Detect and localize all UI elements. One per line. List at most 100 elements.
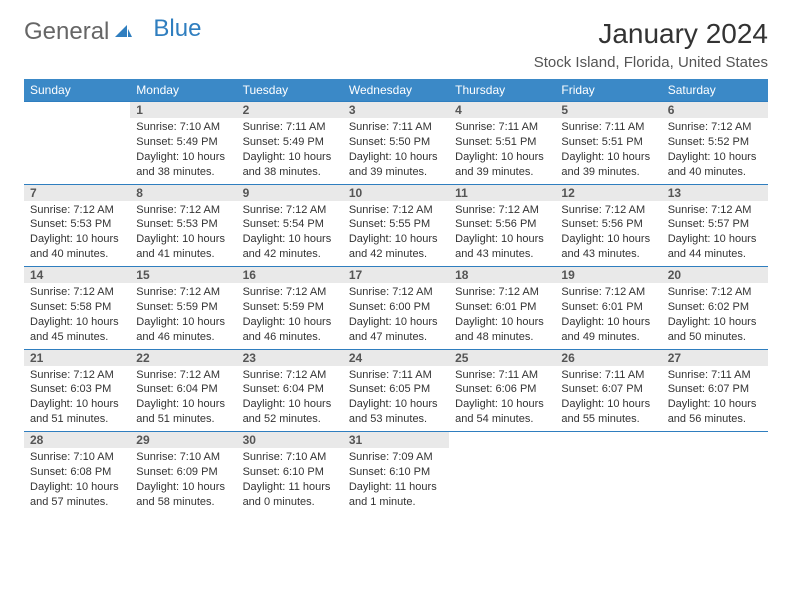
daylight-line: Daylight: 10 hours and 46 minutes. (136, 315, 230, 345)
sunrise-line: Sunrise: 7:12 AM (136, 203, 230, 218)
location-text: Stock Island, Florida, United States (534, 54, 768, 71)
day-number-cell: 16 (237, 267, 343, 284)
sunset-line: Sunset: 6:05 PM (349, 382, 443, 397)
day-data-cell: Sunrise: 7:10 AMSunset: 5:49 PMDaylight:… (130, 118, 236, 184)
daylight-line: Daylight: 10 hours and 58 minutes. (136, 480, 230, 510)
sunrise-line: Sunrise: 7:12 AM (668, 120, 762, 135)
daylight-line: Daylight: 10 hours and 56 minutes. (668, 397, 762, 427)
day-number-cell: 4 (449, 102, 555, 119)
day-number-cell: 29 (130, 432, 236, 449)
day-number-cell: 8 (130, 184, 236, 201)
day-number-cell: 27 (662, 349, 768, 366)
daylight-line: Daylight: 10 hours and 39 minutes. (455, 150, 549, 180)
daylight-line: Daylight: 10 hours and 41 minutes. (136, 232, 230, 262)
sunset-line: Sunset: 6:10 PM (349, 465, 443, 480)
sunset-line: Sunset: 6:07 PM (561, 382, 655, 397)
day-data-cell: Sunrise: 7:12 AMSunset: 5:58 PMDaylight:… (24, 283, 130, 349)
sunset-line: Sunset: 5:52 PM (668, 135, 762, 150)
day-number-cell: 2 (237, 102, 343, 119)
sunset-line: Sunset: 5:57 PM (668, 217, 762, 232)
day-number-cell (662, 432, 768, 449)
day-data-cell: Sunrise: 7:11 AMSunset: 5:49 PMDaylight:… (237, 118, 343, 184)
sunrise-line: Sunrise: 7:12 AM (243, 203, 337, 218)
month-title: January 2024 (534, 18, 768, 50)
day-number-cell: 30 (237, 432, 343, 449)
sunrise-line: Sunrise: 7:11 AM (349, 368, 443, 383)
sunset-line: Sunset: 6:01 PM (455, 300, 549, 315)
day-number-cell: 9 (237, 184, 343, 201)
day-number-cell: 19 (555, 267, 661, 284)
sunrise-line: Sunrise: 7:10 AM (136, 120, 230, 135)
sunset-line: Sunset: 5:49 PM (243, 135, 337, 150)
weekday-header: Monday (130, 79, 236, 102)
sunset-line: Sunset: 5:55 PM (349, 217, 443, 232)
weekday-header: Saturday (662, 79, 768, 102)
daylight-line: Daylight: 10 hours and 44 minutes. (668, 232, 762, 262)
sunset-line: Sunset: 6:04 PM (243, 382, 337, 397)
day-number-cell: 17 (343, 267, 449, 284)
daylight-line: Daylight: 10 hours and 40 minutes. (668, 150, 762, 180)
daylight-line: Daylight: 10 hours and 47 minutes. (349, 315, 443, 345)
day-number-row: 21222324252627 (24, 349, 768, 366)
day-number-cell: 18 (449, 267, 555, 284)
day-data-cell: Sunrise: 7:11 AMSunset: 6:07 PMDaylight:… (555, 366, 661, 432)
day-data-cell: Sunrise: 7:10 AMSunset: 6:08 PMDaylight:… (24, 448, 130, 514)
sunrise-line: Sunrise: 7:12 AM (455, 285, 549, 300)
daylight-line: Daylight: 10 hours and 46 minutes. (243, 315, 337, 345)
sunrise-line: Sunrise: 7:12 AM (30, 285, 124, 300)
day-data-cell (555, 448, 661, 514)
sunset-line: Sunset: 5:51 PM (561, 135, 655, 150)
day-number-cell: 11 (449, 184, 555, 201)
day-number-cell: 23 (237, 349, 343, 366)
sunrise-line: Sunrise: 7:12 AM (668, 285, 762, 300)
day-data-cell: Sunrise: 7:12 AMSunset: 5:54 PMDaylight:… (237, 201, 343, 267)
day-number-row: 123456 (24, 102, 768, 119)
weekday-header: Tuesday (237, 79, 343, 102)
day-data-cell: Sunrise: 7:12 AMSunset: 6:01 PMDaylight:… (449, 283, 555, 349)
weekday-header: Sunday (24, 79, 130, 102)
day-data-row: Sunrise: 7:10 AMSunset: 6:08 PMDaylight:… (24, 448, 768, 514)
sunset-line: Sunset: 5:53 PM (30, 217, 124, 232)
sunrise-line: Sunrise: 7:12 AM (136, 368, 230, 383)
day-number-cell: 21 (24, 349, 130, 366)
sunrise-line: Sunrise: 7:12 AM (455, 203, 549, 218)
daylight-line: Daylight: 10 hours and 57 minutes. (30, 480, 124, 510)
daylight-line: Daylight: 10 hours and 45 minutes. (30, 315, 124, 345)
title-block: January 2024 Stock Island, Florida, Unit… (534, 18, 768, 71)
day-data-cell: Sunrise: 7:11 AMSunset: 6:07 PMDaylight:… (662, 366, 768, 432)
brand-part1: General (24, 18, 109, 46)
day-number-cell: 26 (555, 349, 661, 366)
daylight-line: Daylight: 10 hours and 52 minutes. (243, 397, 337, 427)
sunset-line: Sunset: 6:08 PM (30, 465, 124, 480)
day-number-cell: 12 (555, 184, 661, 201)
day-data-cell: Sunrise: 7:12 AMSunset: 6:04 PMDaylight:… (237, 366, 343, 432)
sunrise-line: Sunrise: 7:12 AM (30, 368, 124, 383)
sunrise-line: Sunrise: 7:11 AM (561, 120, 655, 135)
sunrise-line: Sunrise: 7:11 AM (349, 120, 443, 135)
sunrise-line: Sunrise: 7:11 AM (243, 120, 337, 135)
day-data-cell: Sunrise: 7:12 AMSunset: 5:59 PMDaylight:… (237, 283, 343, 349)
day-data-row: Sunrise: 7:12 AMSunset: 5:58 PMDaylight:… (24, 283, 768, 349)
day-data-row: Sunrise: 7:12 AMSunset: 6:03 PMDaylight:… (24, 366, 768, 432)
sunset-line: Sunset: 6:00 PM (349, 300, 443, 315)
sunset-line: Sunset: 5:53 PM (136, 217, 230, 232)
daylight-line: Daylight: 10 hours and 54 minutes. (455, 397, 549, 427)
day-number-cell: 1 (130, 102, 236, 119)
sunset-line: Sunset: 5:59 PM (136, 300, 230, 315)
day-number-cell: 13 (662, 184, 768, 201)
daylight-line: Daylight: 11 hours and 1 minute. (349, 480, 443, 510)
sunset-line: Sunset: 6:01 PM (561, 300, 655, 315)
day-data-cell: Sunrise: 7:10 AMSunset: 6:10 PMDaylight:… (237, 448, 343, 514)
day-number-cell (24, 102, 130, 119)
sunrise-line: Sunrise: 7:09 AM (349, 450, 443, 465)
brand-part2: Blue (153, 15, 201, 43)
weekday-header: Thursday (449, 79, 555, 102)
day-data-cell: Sunrise: 7:12 AMSunset: 6:04 PMDaylight:… (130, 366, 236, 432)
day-data-row: Sunrise: 7:10 AM Sunset: 5:49 PM Daylight:… (24, 118, 768, 184)
day-data-cell: Sunrise: 7:09 AMSunset: 6:10 PMDaylight:… (343, 448, 449, 514)
daylight-line: Daylight: 10 hours and 43 minutes. (455, 232, 549, 262)
daylight-line: Daylight: 10 hours and 39 minutes. (561, 150, 655, 180)
day-data-cell: Sunrise: 7:12 AMSunset: 6:03 PMDaylight:… (24, 366, 130, 432)
day-number-row: 14151617181920 (24, 267, 768, 284)
sunset-line: Sunset: 5:50 PM (349, 135, 443, 150)
